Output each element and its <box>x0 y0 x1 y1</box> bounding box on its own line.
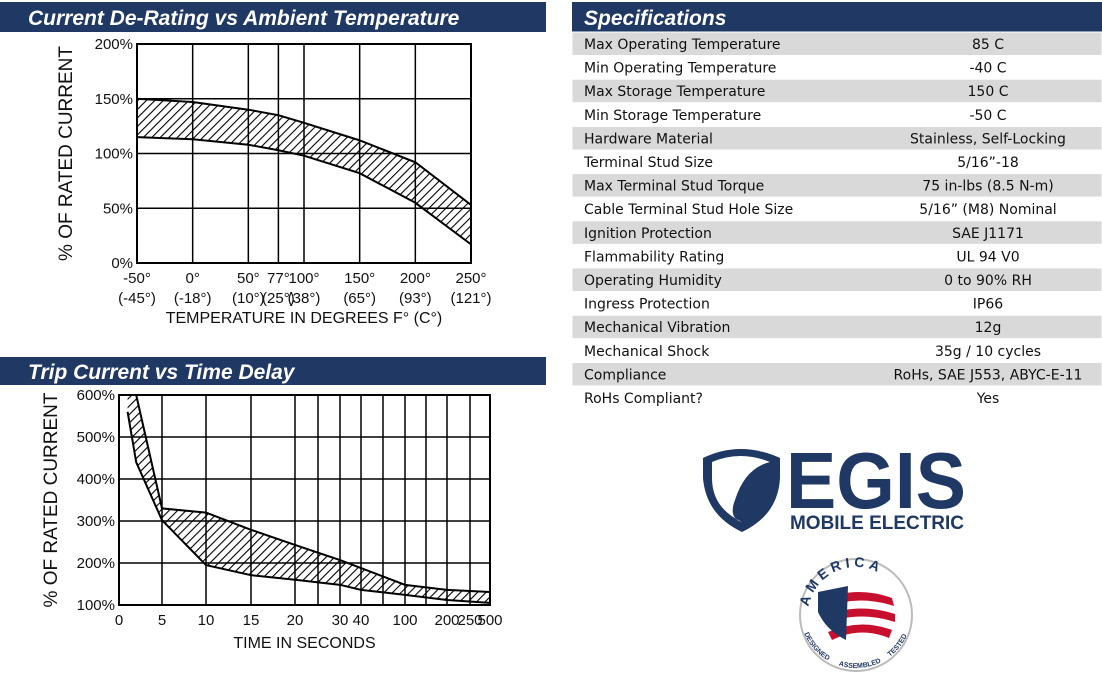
x-axis-label: TEMPERATURE IN DEGREES F° (C°) <box>166 310 443 327</box>
x-tick-label: 500 <box>477 612 502 629</box>
x-tick-sublabel: (25°) <box>262 290 295 307</box>
x-tick-sublabel: (65°) <box>343 290 376 307</box>
y-axis-label: % OF RATED CURRENT <box>56 46 77 261</box>
y-tick-label: 400% <box>77 471 115 488</box>
plot-border <box>118 394 491 606</box>
x-tick-label: 100° <box>288 270 319 287</box>
flag-field <box>818 586 848 640</box>
y-tick-label: 200% <box>77 555 115 572</box>
spec-value: 5/16”-18 <box>957 155 1019 171</box>
x-tick-sublabel: (10°) <box>232 290 265 307</box>
y-tick-label: 300% <box>77 513 115 530</box>
x-tick-label: 0 <box>115 612 123 629</box>
y-axis-label: % OF RATED CURRENT <box>41 392 62 607</box>
spec-value: Stainless, Self-Locking <box>910 131 1066 147</box>
shield-inner <box>712 456 770 522</box>
spec-value: 75 in-lbs (8.5 N-m) <box>922 179 1053 195</box>
logo-tagline: MOBILE ELECTRIC <box>790 513 964 534</box>
spec-value: 12g <box>975 320 1002 336</box>
x-tick-sublabel: (38°) <box>288 290 321 307</box>
header-bar <box>0 357 546 385</box>
x-tick-sublabel: (-45°) <box>118 290 156 307</box>
x-tick-label: 100 <box>392 612 417 629</box>
y-tick-label: 0% <box>111 255 133 272</box>
x-tick-label: 15 <box>243 612 260 629</box>
spec-value: SAE J1171 <box>952 226 1024 242</box>
spec-label: Mechanical Shock <box>584 344 710 360</box>
spec-value: 0 to 90% RH <box>944 273 1032 289</box>
header-bar <box>572 2 1102 32</box>
spec-value: 5/16” (M8) Nominal <box>919 202 1056 218</box>
spec-label: Ignition Protection <box>584 226 712 242</box>
y-tick-label: 100% <box>77 597 115 614</box>
spec-label: Max Storage Temperature <box>584 84 765 100</box>
spec-label: Cable Terminal Stud Hole Size <box>584 202 793 218</box>
header-bar <box>0 2 546 32</box>
spec-value: 35g / 10 cycles <box>935 344 1041 360</box>
spec-table: Max Operating Temperature 85 C Min Operati… <box>571 31 1102 411</box>
spec-value: UL 94 V0 <box>956 249 1019 265</box>
band-fill <box>127 395 490 603</box>
x-tick-label: 50° <box>237 270 260 287</box>
x-tick-label: 40 <box>353 612 370 629</box>
x-tick-label: 0° <box>185 270 199 287</box>
spec-value: -40 C <box>969 61 1006 77</box>
spec-value: Yes <box>976 391 1000 407</box>
y-tick-label: 600% <box>77 387 115 404</box>
x-tick-sublabel: (-18°) <box>174 290 212 307</box>
x-tick-label: 250 <box>457 612 482 629</box>
y-tick-label: 50% <box>103 200 133 217</box>
spec-label: Min Storage Temperature <box>584 108 761 124</box>
x-tick-sublabel: (93°) <box>399 290 432 307</box>
spec-label: Compliance <box>584 367 666 383</box>
x-tick-label: 30 <box>332 612 349 629</box>
spec-value: 150 C <box>968 84 1009 100</box>
logo-name: EGIS <box>786 436 966 525</box>
spec-value: RoHs, SAE J553, ABYC-E-11 <box>894 367 1083 383</box>
spec-label: Max Terminal Stud Torque <box>584 179 764 195</box>
x-tick-label: 200 <box>434 612 459 629</box>
spec-label: Operating Humidity <box>584 273 722 289</box>
x-tick-label: 10 <box>198 612 215 629</box>
spec-label: Min Operating Temperature <box>584 61 776 77</box>
spec-label: Mechanical Vibration <box>584 320 730 336</box>
x-tick-label: 250° <box>455 270 486 287</box>
y-tick-label: 500% <box>77 429 115 446</box>
chart-title: Current De-Rating vs Ambient Temperature <box>28 7 460 30</box>
plot-border <box>136 43 472 264</box>
spec-label: Terminal Stud Size <box>583 155 713 171</box>
y-tick-label: 100% <box>95 146 133 163</box>
spec-label: RoHs Compliant? <box>584 391 703 407</box>
charts: 0%50%100%150%200%-50° 0° 50° 77°100° 150° 200… <box>41 36 503 652</box>
spec-value: 85 C <box>972 37 1004 53</box>
band-edge <box>136 97 472 206</box>
x-tick-label: 150° <box>344 270 375 287</box>
band-fill <box>137 98 471 245</box>
x-tick-label: 5 <box>158 612 166 629</box>
spec-value: IP66 <box>973 297 1003 313</box>
spec-label: Max Operating Temperature <box>584 37 781 53</box>
table-row <box>571 385 1102 411</box>
x-axis-label: TIME IN SECONDS <box>233 635 375 652</box>
x-tick-label: 77° <box>267 270 290 287</box>
x-tick-label: -50° <box>123 270 151 287</box>
spec-label: Flammability Rating <box>584 249 724 265</box>
x-tick-sublabel: (121°) <box>450 290 491 307</box>
egis-logo: EGIS MOBILE ELECTRIC <box>703 436 966 534</box>
x-tick-label: 200° <box>400 270 431 287</box>
america-badge: AMERICA DESIGNED ASSEMBLED TESTED <box>796 554 913 672</box>
table-title: Specifications <box>584 7 726 30</box>
chart-title: Trip Current vs Time Delay <box>28 361 296 384</box>
y-tick-label: 150% <box>95 91 133 108</box>
x-tick-label: 20 <box>287 612 304 629</box>
spec-value: -50 C <box>969 108 1006 124</box>
y-tick-label: 200% <box>95 36 133 53</box>
spec-label: Hardware Material <box>584 131 713 147</box>
spec-label: Ingress Protection <box>584 297 710 313</box>
